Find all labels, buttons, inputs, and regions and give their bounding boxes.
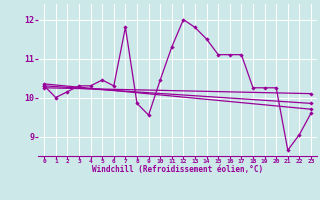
X-axis label: Windchill (Refroidissement éolien,°C): Windchill (Refroidissement éolien,°C) <box>92 165 263 174</box>
